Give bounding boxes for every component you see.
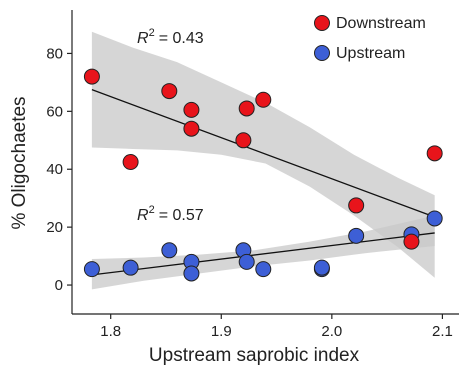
y-axis-ticks: 0 20 40 60 80 (46, 45, 72, 294)
point-downstream (83, 68, 100, 85)
point-downstream (426, 145, 443, 162)
svg-text:R2= 0.43: R2 = 0.43 (137, 27, 204, 47)
point-upstream (122, 259, 139, 276)
x-tick-label: 2.1 (432, 323, 453, 340)
r2-superscript: 2 (149, 204, 155, 216)
point-downstream (348, 197, 365, 214)
fit-line-upstream (91, 232, 435, 276)
y-tick-label: 80 (46, 45, 63, 62)
x-axis-title: Upstream saprobic index (149, 345, 360, 366)
legend: Downstream Upstream (314, 15, 426, 62)
point-upstream (183, 265, 200, 282)
x-axis-ticks: 1.8 1.9 2.0 2.1 (100, 314, 453, 340)
x-tick-label: 1.8 (100, 323, 121, 340)
legend-label-downstream: Downstream (336, 15, 426, 32)
point-upstream (313, 259, 330, 276)
r2-symbol: R (137, 207, 149, 224)
y-tick-label: 20 (46, 219, 63, 236)
point-downstream (183, 120, 200, 137)
confidence-band-downstream (91, 31, 435, 278)
confidence-band-upstream (91, 215, 435, 290)
confidence-bands (91, 31, 435, 290)
regression-lines (91, 89, 435, 276)
y-axis-title: % Oligochaetes (9, 96, 30, 229)
x-tick-label: 2.0 (321, 323, 342, 340)
point-downstream (161, 83, 178, 100)
point-downstream (122, 154, 139, 170)
r2-value-downstream: = 0.43 (159, 30, 204, 47)
svg-text:R2= 0.57: R2 = 0.57 (137, 204, 204, 224)
point-upstream (348, 227, 365, 244)
r2-annotation-upstream: R2 = 0.57 (137, 204, 204, 224)
r2-symbol: R (137, 30, 149, 47)
x-tick-label: 1.9 (211, 323, 232, 340)
data-points (83, 68, 443, 282)
y-tick-label: 40 (46, 161, 63, 178)
y-tick-label: 0 (55, 277, 63, 294)
legend-label-upstream: Upstream (336, 45, 405, 62)
legend-marker-upstream (314, 45, 330, 61)
point-upstream (238, 253, 255, 270)
point-downstream (235, 132, 252, 149)
y-tick-label: 60 (46, 103, 63, 120)
point-downstream (238, 100, 255, 117)
point-upstream (83, 261, 100, 278)
fit-line-downstream (91, 89, 435, 218)
point-upstream (161, 242, 178, 259)
r2-superscript: 2 (149, 27, 155, 39)
r2-annotation-downstream: R2 = 0.43 (137, 27, 204, 47)
point-downstream (183, 101, 200, 118)
point-downstream (255, 91, 272, 108)
point-upstream (426, 210, 443, 227)
point-upstream (255, 261, 272, 278)
legend-marker-downstream (314, 15, 330, 31)
point-downstream (403, 233, 420, 250)
r2-value-upstream: = 0.57 (159, 207, 204, 224)
